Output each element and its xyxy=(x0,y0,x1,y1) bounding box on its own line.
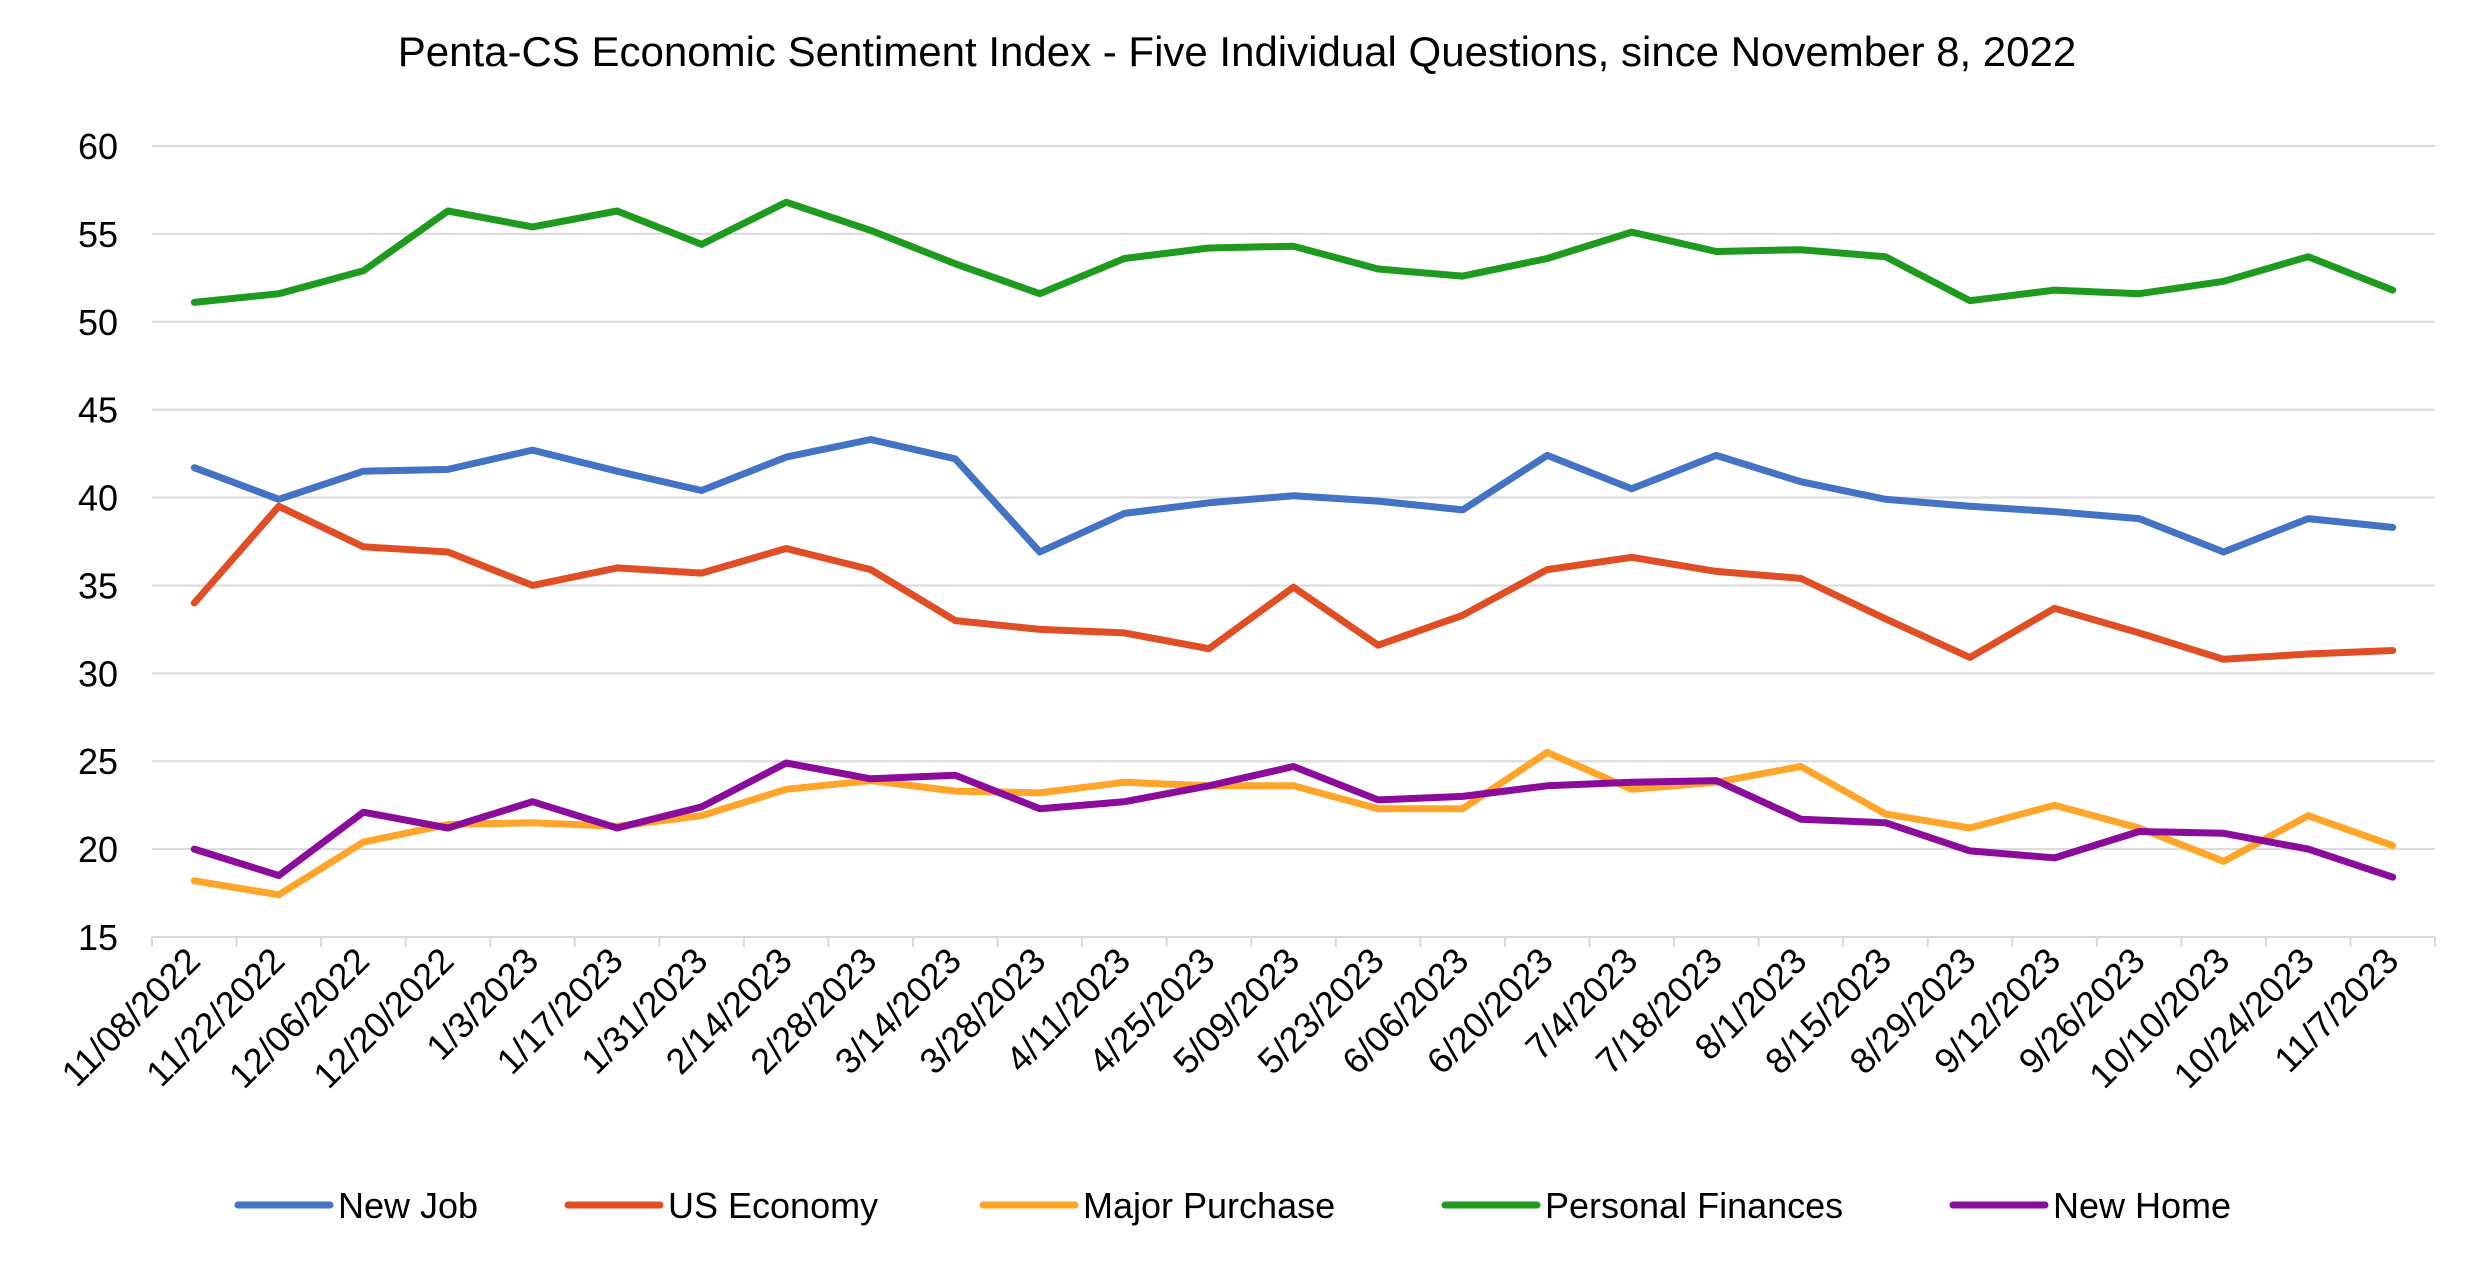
x-axis xyxy=(151,936,2436,947)
legend-label: Personal Finances xyxy=(1545,1185,1843,1226)
y-tick-label: 55 xyxy=(78,214,118,255)
y-tick-label: 35 xyxy=(78,565,118,606)
series-lines xyxy=(190,198,2397,899)
y-axis-tick-labels: 15 20 25 30 35 40 45 50 55 60 xyxy=(78,126,118,958)
series-line-personal-finances xyxy=(190,198,2397,306)
y-tick-label: 45 xyxy=(78,390,118,431)
x-axis-tick-labels: 11/08/202211/22/202212/06/202212/20/2022… xyxy=(53,940,2406,1096)
y-tick-label: 30 xyxy=(78,653,118,694)
legend-item: New Home xyxy=(1949,1185,2231,1226)
legend-label: New Home xyxy=(2053,1185,2231,1226)
chart-title: Penta-CS Economic Sentiment Index - Five… xyxy=(398,28,2077,75)
series-line-us-economy xyxy=(190,502,2397,663)
legend-item: New Job xyxy=(234,1185,478,1226)
y-tick-label: 20 xyxy=(78,829,118,870)
series-line-new-job xyxy=(190,436,2397,556)
legend-label: US Economy xyxy=(668,1185,878,1226)
legend-label: Major Purchase xyxy=(1083,1185,1335,1226)
legend-label: New Job xyxy=(338,1185,478,1226)
y-tick-label: 50 xyxy=(78,302,118,343)
y-tick-label: 40 xyxy=(78,478,118,519)
y-tick-label: 15 xyxy=(78,917,118,958)
legend-item: US Economy xyxy=(564,1185,878,1226)
series-line-new-home xyxy=(190,759,2397,881)
legend: New Job US Economy Major Purchase Personal … xyxy=(234,1185,2231,1226)
y-tick-label: 25 xyxy=(78,741,118,782)
series-line-major-purchase xyxy=(190,748,2397,899)
legend-item: Personal Finances xyxy=(1441,1185,1843,1226)
legend-item: Major Purchase xyxy=(979,1185,1335,1226)
y-tick-label: 60 xyxy=(78,126,118,167)
